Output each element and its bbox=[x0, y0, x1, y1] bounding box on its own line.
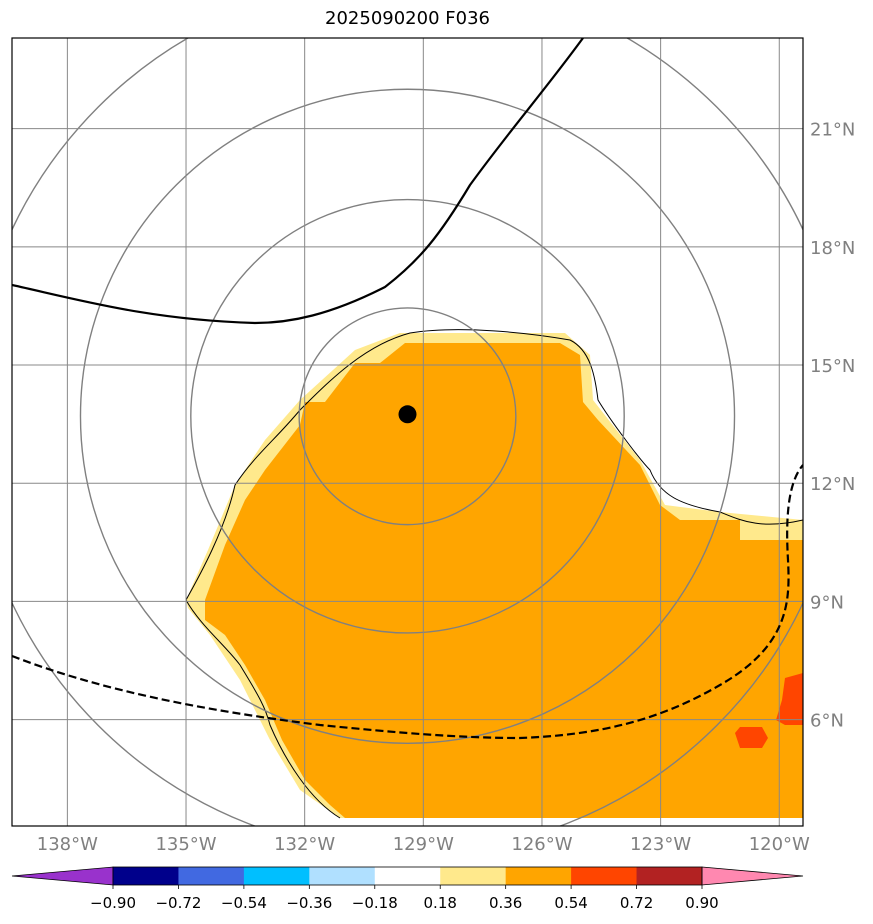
storm-center-marker[interactable] bbox=[398, 405, 417, 424]
latitude-tick-label: 12°N bbox=[810, 474, 855, 495]
colorbar-under-extension bbox=[11, 866, 114, 886]
field-high-patch bbox=[776, 673, 803, 725]
longitude-tick-label: 132°W bbox=[274, 834, 335, 855]
colorbar-tick-label: 0.72 bbox=[620, 894, 653, 912]
colorbar-tick-label: −0.54 bbox=[221, 894, 267, 912]
latitude-tick-labels: 6°N 9°N 12°N 15°N 18°N 21°N bbox=[810, 120, 855, 732]
map-area bbox=[12, 38, 803, 826]
longitude-tick-label: 120°W bbox=[749, 834, 810, 855]
anomaly-field bbox=[186, 333, 803, 818]
longitude-tick-label: 123°W bbox=[630, 834, 691, 855]
colorbar-segment bbox=[309, 867, 376, 885]
colorbar-segment bbox=[374, 867, 441, 885]
colorbar-segment bbox=[571, 867, 638, 885]
longitude-tick-labels: 138°W 135°W 132°W 129°W 126°W 123°W 120°W bbox=[37, 834, 810, 855]
latitude-tick-label: 18°N bbox=[810, 238, 855, 259]
colorbar-over-extension bbox=[701, 866, 804, 886]
colorbar-tick-label: −0.36 bbox=[286, 894, 332, 912]
range-ring bbox=[298, 307, 517, 526]
colorbar-tick-label: −0.18 bbox=[352, 894, 398, 912]
field-outline-contour bbox=[185, 329, 803, 601]
colorbar: −0.90 −0.72 −0.54 −0.36 −0.18 0.18 0.36 0.54 0.7… bbox=[11, 866, 804, 912]
solid-contour-line bbox=[12, 38, 584, 325]
longitude-tick-label: 129°W bbox=[393, 834, 454, 855]
colorbar-segment bbox=[505, 867, 572, 885]
colorbar-tick-label: 0.54 bbox=[554, 894, 587, 912]
field-core bbox=[205, 343, 803, 818]
latitude-tick-label: 9°N bbox=[810, 592, 844, 613]
longitude-tick-label: 135°W bbox=[155, 834, 216, 855]
colorbar-segment bbox=[243, 867, 310, 885]
latitude-tick-label: 6°N bbox=[810, 711, 844, 732]
colorbar-tick-label: 0.90 bbox=[685, 894, 718, 912]
gridlines bbox=[12, 38, 803, 826]
longitude-tick-label: 126°W bbox=[511, 834, 572, 855]
colorbar-tick-label: −0.90 bbox=[90, 894, 136, 912]
colorbar-segment bbox=[440, 867, 507, 885]
longitude-tick-label: 138°W bbox=[37, 834, 98, 855]
colorbar-segment bbox=[178, 867, 245, 885]
colorbar-tick-label: −0.72 bbox=[155, 894, 201, 912]
dashed-contour-line bbox=[12, 464, 803, 740]
field-outline-contour bbox=[185, 599, 341, 819]
range-ring bbox=[79, 88, 736, 744]
range-ring bbox=[190, 198, 625, 634]
map-frame bbox=[11, 37, 804, 827]
colorbar-segment bbox=[113, 867, 179, 885]
colorbar-frame bbox=[112, 866, 703, 886]
colorbar-tick-label: 0.18 bbox=[424, 894, 457, 912]
field-high-patch bbox=[735, 727, 768, 748]
colorbar-segment bbox=[636, 867, 703, 885]
colorbar-tick-label: 0.36 bbox=[489, 894, 522, 912]
map-title: 2025090200 F036 bbox=[325, 8, 490, 29]
range-rings bbox=[12, 38, 803, 826]
latitude-tick-label: 15°N bbox=[810, 356, 855, 377]
latitude-tick-label: 21°N bbox=[810, 120, 855, 141]
